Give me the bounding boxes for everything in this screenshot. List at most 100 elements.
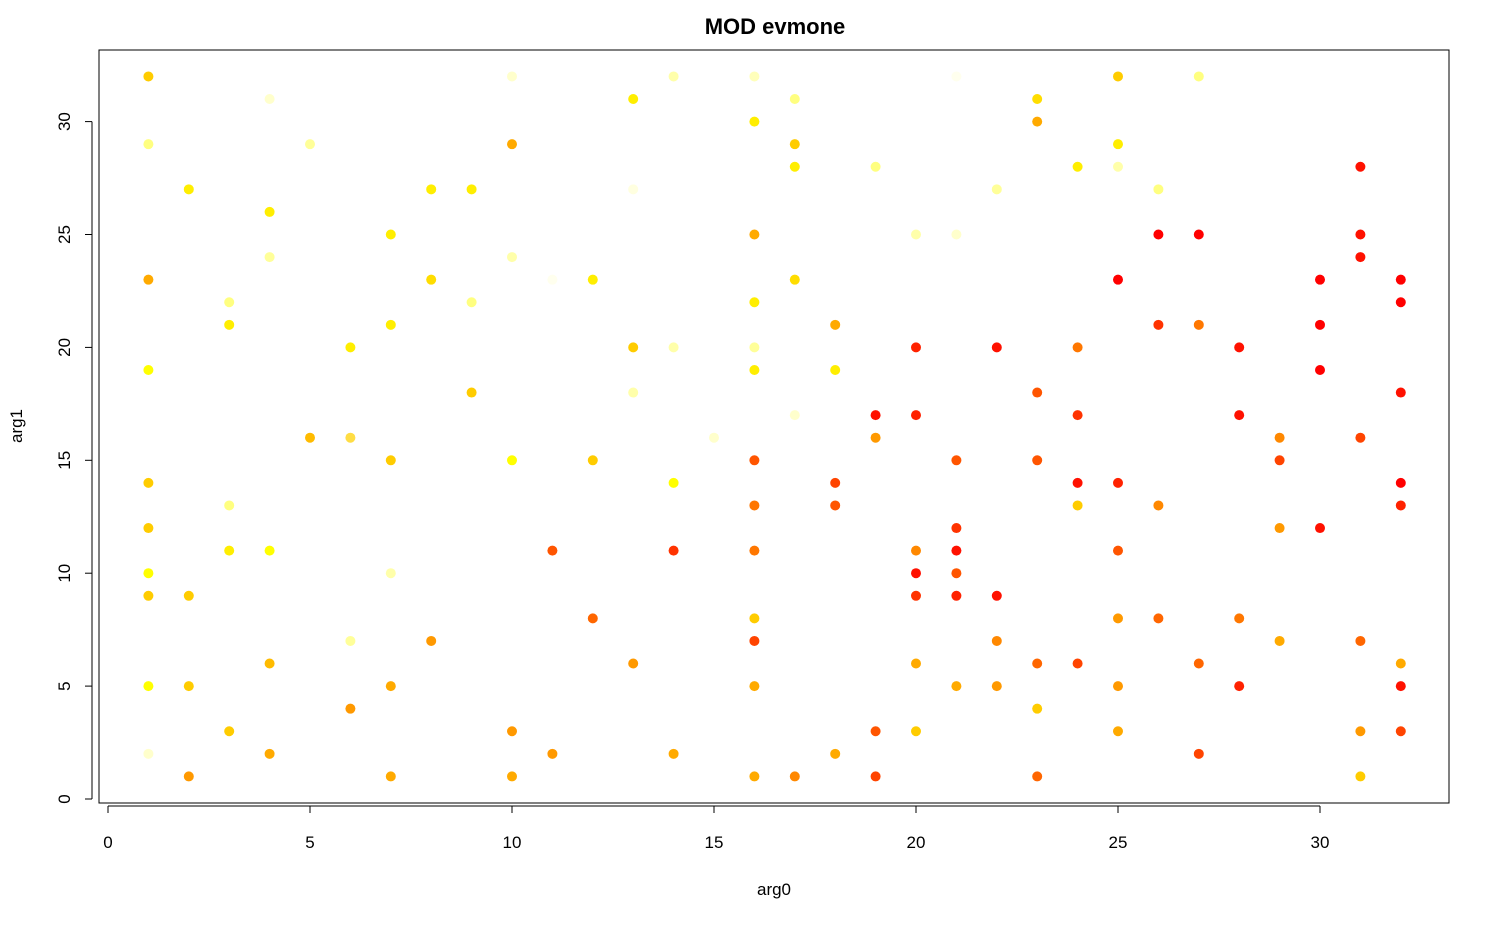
data-point <box>951 523 962 534</box>
data-point <box>224 545 235 556</box>
data-point <box>1072 410 1083 421</box>
data-point <box>1072 342 1083 353</box>
data-point <box>951 545 962 556</box>
data-point <box>143 139 154 150</box>
data-point <box>264 206 275 217</box>
y-tick-label: 20 <box>55 338 74 357</box>
data-point <box>426 635 437 646</box>
x-tick-label: 10 <box>503 833 522 852</box>
data-point <box>1355 161 1366 172</box>
data-point <box>183 184 194 195</box>
y-tick-label: 30 <box>55 112 74 131</box>
data-point <box>830 748 841 759</box>
data-point <box>749 613 760 624</box>
data-point <box>1072 161 1083 172</box>
data-point <box>1234 410 1245 421</box>
data-point <box>345 635 356 646</box>
data-point <box>264 545 275 556</box>
chart-title: MOD evmone <box>705 14 846 39</box>
x-tick-label: 0 <box>103 833 112 852</box>
data-point <box>547 545 558 556</box>
y-axis: 0 5 10 15 20 25 30 <box>55 112 93 804</box>
data-point <box>668 342 679 353</box>
data-point <box>830 364 841 375</box>
data-point <box>224 319 235 330</box>
data-point <box>507 771 517 782</box>
data-point <box>749 364 760 375</box>
data-point <box>1193 748 1204 759</box>
data-point <box>305 432 315 443</box>
data-point <box>143 364 154 375</box>
data-point <box>911 342 921 353</box>
data-point <box>789 410 800 421</box>
data-point <box>547 748 558 759</box>
data-point <box>345 432 356 443</box>
data-point <box>1234 681 1245 692</box>
data-point <box>385 568 396 579</box>
data-point <box>830 319 841 330</box>
data-point <box>143 568 154 579</box>
data-point <box>951 681 962 692</box>
data-point <box>1113 274 1123 285</box>
data-point <box>1355 432 1366 443</box>
data-point <box>789 274 800 285</box>
data-point <box>1113 545 1123 556</box>
data-point <box>911 726 921 737</box>
data-point <box>507 726 517 737</box>
data-point <box>183 590 194 601</box>
data-point <box>1193 319 1204 330</box>
y-tick-label: 10 <box>55 564 74 583</box>
data-point <box>668 477 679 488</box>
data-point <box>1395 500 1406 511</box>
data-point <box>264 252 275 263</box>
data-point <box>1072 500 1083 511</box>
data-point <box>1193 658 1204 669</box>
data-point <box>870 726 881 737</box>
data-point <box>1113 161 1123 172</box>
data-point <box>1032 455 1043 466</box>
data-point <box>1274 635 1285 646</box>
data-point <box>709 432 719 443</box>
data-point <box>991 635 1002 646</box>
data-point <box>911 410 921 421</box>
data-point <box>143 71 154 82</box>
data-point <box>1395 681 1406 692</box>
data-point <box>668 748 679 759</box>
data-point <box>911 229 921 240</box>
data-point <box>1153 184 1164 195</box>
data-point <box>991 342 1002 353</box>
data-point <box>1032 703 1043 714</box>
data-point <box>385 319 396 330</box>
data-point <box>1395 274 1406 285</box>
data-point <box>385 681 396 692</box>
data-point <box>1355 771 1366 782</box>
data-point <box>183 681 194 692</box>
data-point <box>911 545 921 556</box>
data-point <box>507 252 517 263</box>
data-point <box>1153 319 1164 330</box>
plot-frame <box>98 49 1450 804</box>
data-point <box>991 681 1002 692</box>
data-point <box>507 139 517 150</box>
data-point <box>749 455 760 466</box>
data-point <box>1355 726 1366 737</box>
data-point <box>466 184 477 195</box>
data-point <box>911 658 921 669</box>
data-point <box>385 455 396 466</box>
data-point <box>1234 342 1245 353</box>
x-tick-label: 15 <box>705 833 724 852</box>
data-point <box>911 590 921 601</box>
data-point <box>1032 94 1043 105</box>
data-point <box>628 184 639 195</box>
y-axis-label: arg1 <box>7 409 26 443</box>
x-tick-label: 5 <box>305 833 314 852</box>
data-point <box>870 771 881 782</box>
data-point <box>507 455 517 466</box>
data-point <box>991 590 1002 601</box>
data-point <box>587 613 598 624</box>
data-point <box>1032 387 1043 398</box>
data-point <box>1072 477 1083 488</box>
data-point <box>789 161 800 172</box>
data-point <box>1193 71 1204 82</box>
